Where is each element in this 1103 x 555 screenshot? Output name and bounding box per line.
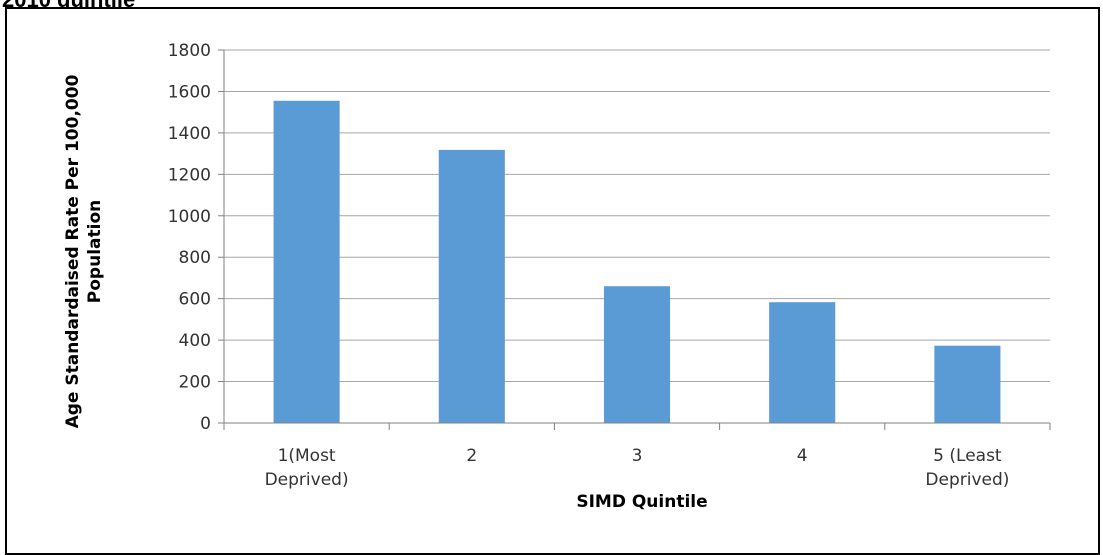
x-category-label: 4: [797, 446, 808, 466]
y-tick-label: 1800: [168, 41, 211, 61]
chart-frame: 0 200 400 600 800 1000 1200 1400 1600 1800 1(Most D…: [5, 7, 1100, 555]
y-axis-title-line: Population: [85, 200, 105, 303]
y-tick-label: 1400: [168, 124, 211, 144]
y-axis-title-line: Age Standardaised Rate Per 100,000: [63, 74, 83, 428]
bar-chart: 0 200 400 600 800 1000 1200 1400 1600 1800 1(Most D…: [63, 41, 1051, 512]
bar-5: [934, 345, 1001, 423]
x-category-label-line: 2: [466, 446, 477, 466]
y-tick-label: 0: [200, 414, 211, 434]
x-category-label: 2: [466, 446, 477, 466]
y-tick-label: 1600: [168, 82, 211, 102]
x-category-label-line: 1(Most: [278, 446, 336, 466]
bar-2: [438, 149, 505, 423]
y-tick-label: 800: [179, 248, 211, 268]
y-tick-label: 400: [179, 331, 211, 351]
y-tick-label: 1200: [168, 165, 211, 185]
x-category-label: 1(Most Deprived): [265, 446, 349, 490]
x-category-label-line: 5 (Least: [933, 446, 1002, 466]
y-tick-label: 600: [179, 290, 211, 310]
x-category-label-line: 4: [797, 446, 808, 466]
bar-4: [769, 302, 836, 423]
clipped-chart-title: 2010 quintile: [2, 0, 135, 11]
y-tick-label: 1000: [168, 207, 211, 227]
bar-3: [603, 286, 671, 423]
x-axis-title: SIMD Quintile: [576, 492, 707, 512]
y-axis-title: Age Standardaised Rate Per 100,000 Popula…: [63, 74, 105, 428]
x-category-label: 5 (Least Deprived): [925, 446, 1009, 490]
x-category-label-line: Deprived): [925, 470, 1009, 490]
bar-1: [273, 100, 340, 424]
x-category-label-line: Deprived): [265, 470, 349, 490]
x-category-label: 3: [632, 446, 643, 466]
x-category-label-line: 3: [632, 446, 643, 466]
y-tick-label: 200: [179, 373, 211, 393]
